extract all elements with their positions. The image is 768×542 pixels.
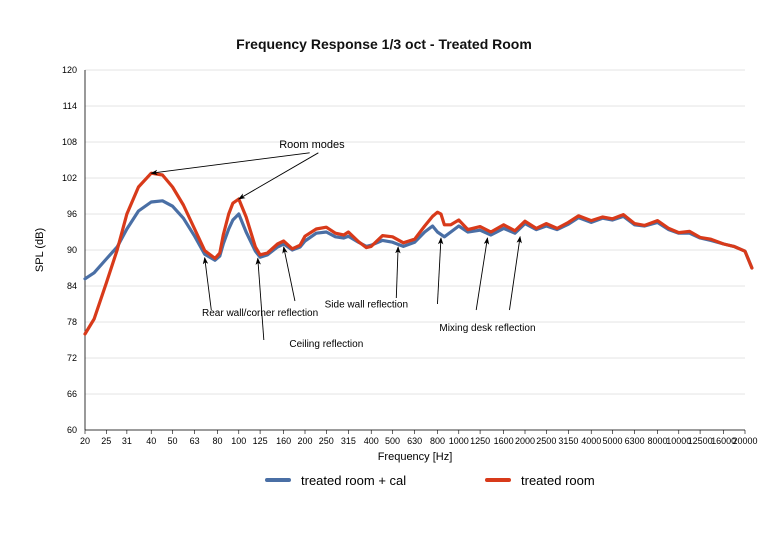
svg-text:66: 66 <box>67 389 77 399</box>
svg-text:63: 63 <box>190 436 200 446</box>
annotation-label: Ceiling reflection <box>289 339 363 350</box>
svg-text:2000: 2000 <box>515 436 535 446</box>
chart-plot: 60 66 72 78 84 90 96 102 108 114 120 20 25 31 40 50 63 80… <box>0 0 768 542</box>
annotation-label: Mixing desk reflection <box>439 323 535 334</box>
svg-text:400: 400 <box>364 436 379 446</box>
svg-text:4000: 4000 <box>581 436 601 446</box>
svg-text:3150: 3150 <box>558 436 578 446</box>
annotation-arrow <box>258 258 264 340</box>
svg-text:20000: 20000 <box>732 436 757 446</box>
svg-text:2500: 2500 <box>536 436 556 446</box>
svg-text:800: 800 <box>430 436 445 446</box>
svg-text:72: 72 <box>67 353 77 363</box>
svg-text:120: 120 <box>62 65 77 75</box>
svg-text:125: 125 <box>253 436 268 446</box>
annotation-arrow <box>284 247 295 301</box>
annotation-label: Side wall reflection <box>325 300 408 311</box>
svg-text:8000: 8000 <box>647 436 667 446</box>
legend-swatch <box>265 478 291 482</box>
svg-text:6300: 6300 <box>625 436 645 446</box>
svg-text:96: 96 <box>67 209 77 219</box>
annotation-arrow <box>239 153 319 199</box>
svg-text:100: 100 <box>231 436 246 446</box>
annotation-arrow <box>396 247 398 298</box>
svg-text:200: 200 <box>297 436 312 446</box>
annotation-arrow <box>151 153 309 173</box>
svg-text:80: 80 <box>212 436 222 446</box>
svg-text:102: 102 <box>62 173 77 183</box>
annotation-arrow <box>437 238 441 304</box>
svg-text:500: 500 <box>385 436 400 446</box>
svg-text:50: 50 <box>168 436 178 446</box>
svg-text:114: 114 <box>63 101 77 111</box>
annotation-label: Room modes <box>279 139 345 151</box>
svg-text:60: 60 <box>67 425 77 435</box>
svg-text:31: 31 <box>122 436 132 446</box>
annotation-arrow <box>509 237 520 310</box>
svg-text:90: 90 <box>67 245 77 255</box>
svg-text:160: 160 <box>276 436 291 446</box>
chart-title: Frequency Response 1/3 oct - Treated Roo… <box>0 36 768 52</box>
svg-text:1000: 1000 <box>449 436 469 446</box>
svg-text:108: 108 <box>62 137 77 147</box>
svg-text:630: 630 <box>407 436 422 446</box>
svg-text:SPL (dB): SPL (dB) <box>34 228 46 272</box>
annotation-label: Rear wall/corner reflection <box>202 308 318 319</box>
svg-text:25: 25 <box>101 436 111 446</box>
svg-text:250: 250 <box>319 436 334 446</box>
legend-swatch <box>485 478 511 482</box>
svg-text:315: 315 <box>341 436 356 446</box>
annotation-arrow <box>205 258 212 310</box>
svg-text:1250: 1250 <box>470 436 490 446</box>
svg-text:40: 40 <box>146 436 156 446</box>
chart-container: Frequency Response 1/3 oct - Treated Roo… <box>0 0 768 542</box>
svg-text:Frequency [Hz]: Frequency [Hz] <box>378 451 453 463</box>
legend-label: treated room + cal <box>301 473 406 488</box>
svg-text:12500: 12500 <box>688 436 713 446</box>
svg-text:78: 78 <box>67 317 77 327</box>
svg-text:20: 20 <box>80 436 90 446</box>
svg-text:84: 84 <box>67 281 77 291</box>
svg-text:1600: 1600 <box>494 436 514 446</box>
legend-label: treated room <box>521 473 595 488</box>
svg-text:5000: 5000 <box>603 436 623 446</box>
annotation-arrow <box>476 238 487 310</box>
